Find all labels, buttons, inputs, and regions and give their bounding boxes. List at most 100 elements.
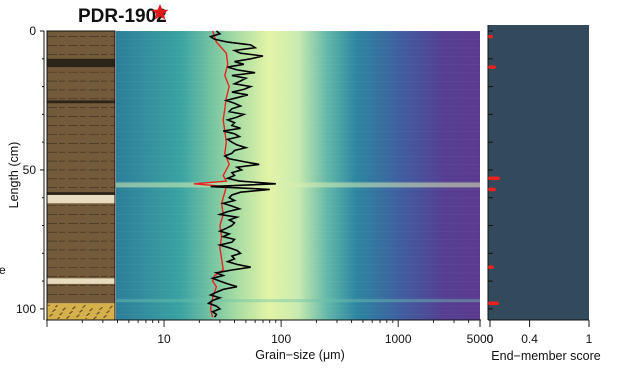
heatmap-row	[116, 210, 480, 211]
sand-grain	[80, 310, 82, 312]
depth-axis-label: Length (cm)	[7, 142, 21, 209]
heatmap-row	[116, 189, 480, 190]
sand-grain	[56, 305, 58, 307]
end-member-bar	[488, 65, 496, 69]
heatmap-row	[116, 160, 480, 161]
heatmap-coarse-band	[116, 182, 480, 188]
heatmap-row	[116, 139, 480, 140]
heatmap-row	[116, 94, 480, 95]
heatmap-row	[116, 44, 480, 45]
heatmap-row	[116, 235, 480, 236]
heatmap-row	[116, 294, 480, 295]
heatmap-row	[116, 172, 480, 174]
sand-grain	[111, 305, 113, 307]
grain-size-heatmap	[116, 31, 480, 320]
sand-grain	[59, 314, 61, 316]
heatmap-row	[116, 39, 480, 40]
heatmap-row	[116, 214, 480, 216]
heatmap-row	[116, 306, 480, 307]
sand-grain	[73, 307, 75, 309]
series-black-line	[206, 30, 276, 318]
sand-grain	[89, 310, 91, 312]
heatmap-row	[116, 239, 480, 241]
end-member-plot-area	[488, 25, 589, 320]
sand-grain	[74, 306, 76, 308]
sand-grain	[76, 316, 78, 318]
sand-grain	[50, 314, 52, 316]
sand-grain	[68, 315, 70, 317]
sand-grain	[95, 316, 97, 318]
heatmap-row	[116, 272, 480, 274]
sand-grain	[66, 317, 68, 319]
sand-grain	[63, 308, 65, 310]
sand-grain	[101, 306, 103, 309]
heatmap-row	[116, 56, 480, 57]
end-member-axis-label: End−member score	[491, 349, 600, 363]
dark-layer	[47, 58, 115, 68]
grain-size-tick-label: 100	[271, 332, 291, 346]
sand-grain	[86, 314, 88, 316]
heatmap-row	[116, 135, 480, 136]
sand-grain	[106, 312, 108, 314]
end-member-panel: 0 0.4 1 End−member score	[487, 25, 601, 363]
heatmap-row	[116, 264, 480, 266]
heatmap-row	[116, 47, 480, 49]
heatmap-row	[116, 147, 480, 149]
heatmap-row	[116, 97, 480, 99]
heatmap-row	[116, 77, 480, 78]
heatmap-row	[116, 277, 480, 278]
sand-grain	[99, 308, 101, 310]
end-member-bar	[488, 34, 493, 39]
heatmap-coarse-band	[116, 299, 480, 303]
sand-grain	[88, 313, 90, 315]
sand-grain	[103, 316, 105, 319]
heatmap-row	[116, 89, 480, 90]
sand-grain	[97, 312, 99, 314]
sand-grain	[110, 306, 112, 308]
heatmap-row	[116, 227, 480, 228]
mud-layer	[47, 31, 115, 304]
sand-grain	[57, 317, 59, 320]
heatmap-row	[116, 122, 480, 124]
heatmap-row	[116, 60, 480, 61]
sand-grain	[78, 314, 80, 316]
sand-grain	[107, 311, 109, 313]
sand-grain	[96, 313, 98, 315]
lithology-column	[46, 30, 116, 321]
sand-grain	[100, 307, 102, 310]
grain-size-tick-label: 1000	[385, 332, 412, 346]
heatmap-row	[116, 52, 480, 53]
sand-grain	[54, 308, 56, 311]
sand-grain	[82, 306, 84, 308]
sand-grain	[61, 312, 63, 314]
heatmap-row	[116, 310, 480, 311]
sand-grain	[49, 315, 51, 317]
sand-grain	[108, 310, 110, 312]
heatmap-row	[116, 181, 480, 182]
grain-size-tick-label: 10	[157, 332, 171, 346]
light-layer	[47, 194, 115, 204]
heatmap-row	[116, 197, 480, 199]
heatmap-row	[116, 247, 480, 249]
heatmap-row	[116, 35, 480, 36]
light-layer	[47, 278, 115, 284]
heatmap-row	[116, 64, 480, 65]
heatmap-row	[116, 164, 480, 165]
sand-grain	[77, 315, 79, 317]
sand-grain	[98, 311, 100, 313]
sand-grain	[69, 312, 71, 314]
heatmap-row	[116, 110, 480, 111]
sand-grain	[84, 304, 86, 307]
heatmap-row	[116, 106, 480, 107]
heatmap-row	[116, 81, 480, 82]
heatmap-row	[116, 69, 480, 70]
heatmap-row	[116, 114, 480, 115]
sand-grain	[79, 311, 81, 313]
heatmap-row	[116, 222, 480, 224]
depth-tick-label: 0	[29, 24, 36, 38]
dark-layer	[47, 192, 115, 195]
sand-grain	[90, 309, 92, 311]
heatmap-row	[116, 131, 480, 132]
depth-axis-clipped-letter: e	[0, 263, 6, 277]
